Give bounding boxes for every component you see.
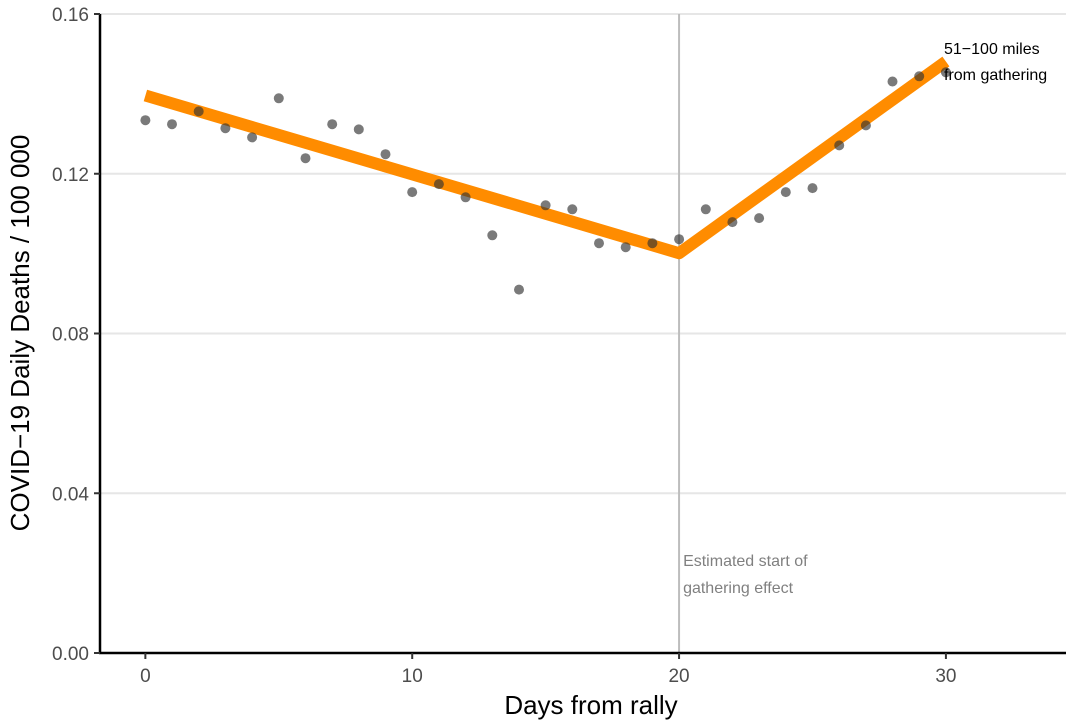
data-point [433,179,444,190]
y-tick-label: 0.12 [52,165,89,186]
data-point [834,140,845,151]
x-tick-label: 10 [402,666,423,687]
gathering-effect-label: Estimated start of [683,553,808,570]
data-point [674,234,685,245]
data-point [167,119,177,130]
y-tick-label: 0.04 [52,484,89,505]
data-point [407,187,418,198]
x-tick-label: 30 [935,666,956,687]
series-label: from gathering [944,67,1047,84]
data-point [887,76,898,87]
data-point [273,93,284,104]
data-point [860,120,871,131]
data-point [914,71,925,82]
data-point [940,67,951,78]
data-point [647,238,658,249]
grid-lines [100,13,1066,495]
data-point [380,149,391,160]
data-point [700,204,711,215]
data-point [193,106,204,117]
fit-line [143,56,950,260]
fit-line-group [143,56,950,260]
data-points [140,67,951,295]
data-point [540,200,551,211]
x-tick-label: 20 [668,666,689,687]
annotations: Estimated start of gathering effect 51−100… [683,41,1047,597]
data-point [247,132,258,143]
y-tick-label: 0.00 [52,644,89,665]
data-point [620,242,631,253]
data-point [754,213,765,224]
y-tick-label: 0.16 [52,5,89,26]
data-point [594,238,604,249]
data-point [514,284,524,295]
data-point [220,123,231,134]
data-point [140,115,151,126]
data-point [727,217,738,228]
gathering-effect-label: gathering effect [683,580,794,597]
data-point [807,183,818,194]
data-point [567,204,578,215]
data-point [300,153,311,164]
tick-labels: 0.00 0.04 0.08 0.12 0.16 0 10 20 30 [52,5,956,687]
x-tick-label: 0 [140,666,151,687]
data-point [327,119,338,130]
data-point [780,187,791,198]
y-tick-label: 0.08 [52,325,89,346]
data-point [460,192,471,203]
data-point [353,124,364,135]
y-axis-title: COVID−19 Daily Deaths / 100 000 [5,135,35,532]
data-point [487,230,498,241]
x-axis-title: Days from rally [504,690,677,720]
series-label: 51−100 miles [944,41,1040,58]
